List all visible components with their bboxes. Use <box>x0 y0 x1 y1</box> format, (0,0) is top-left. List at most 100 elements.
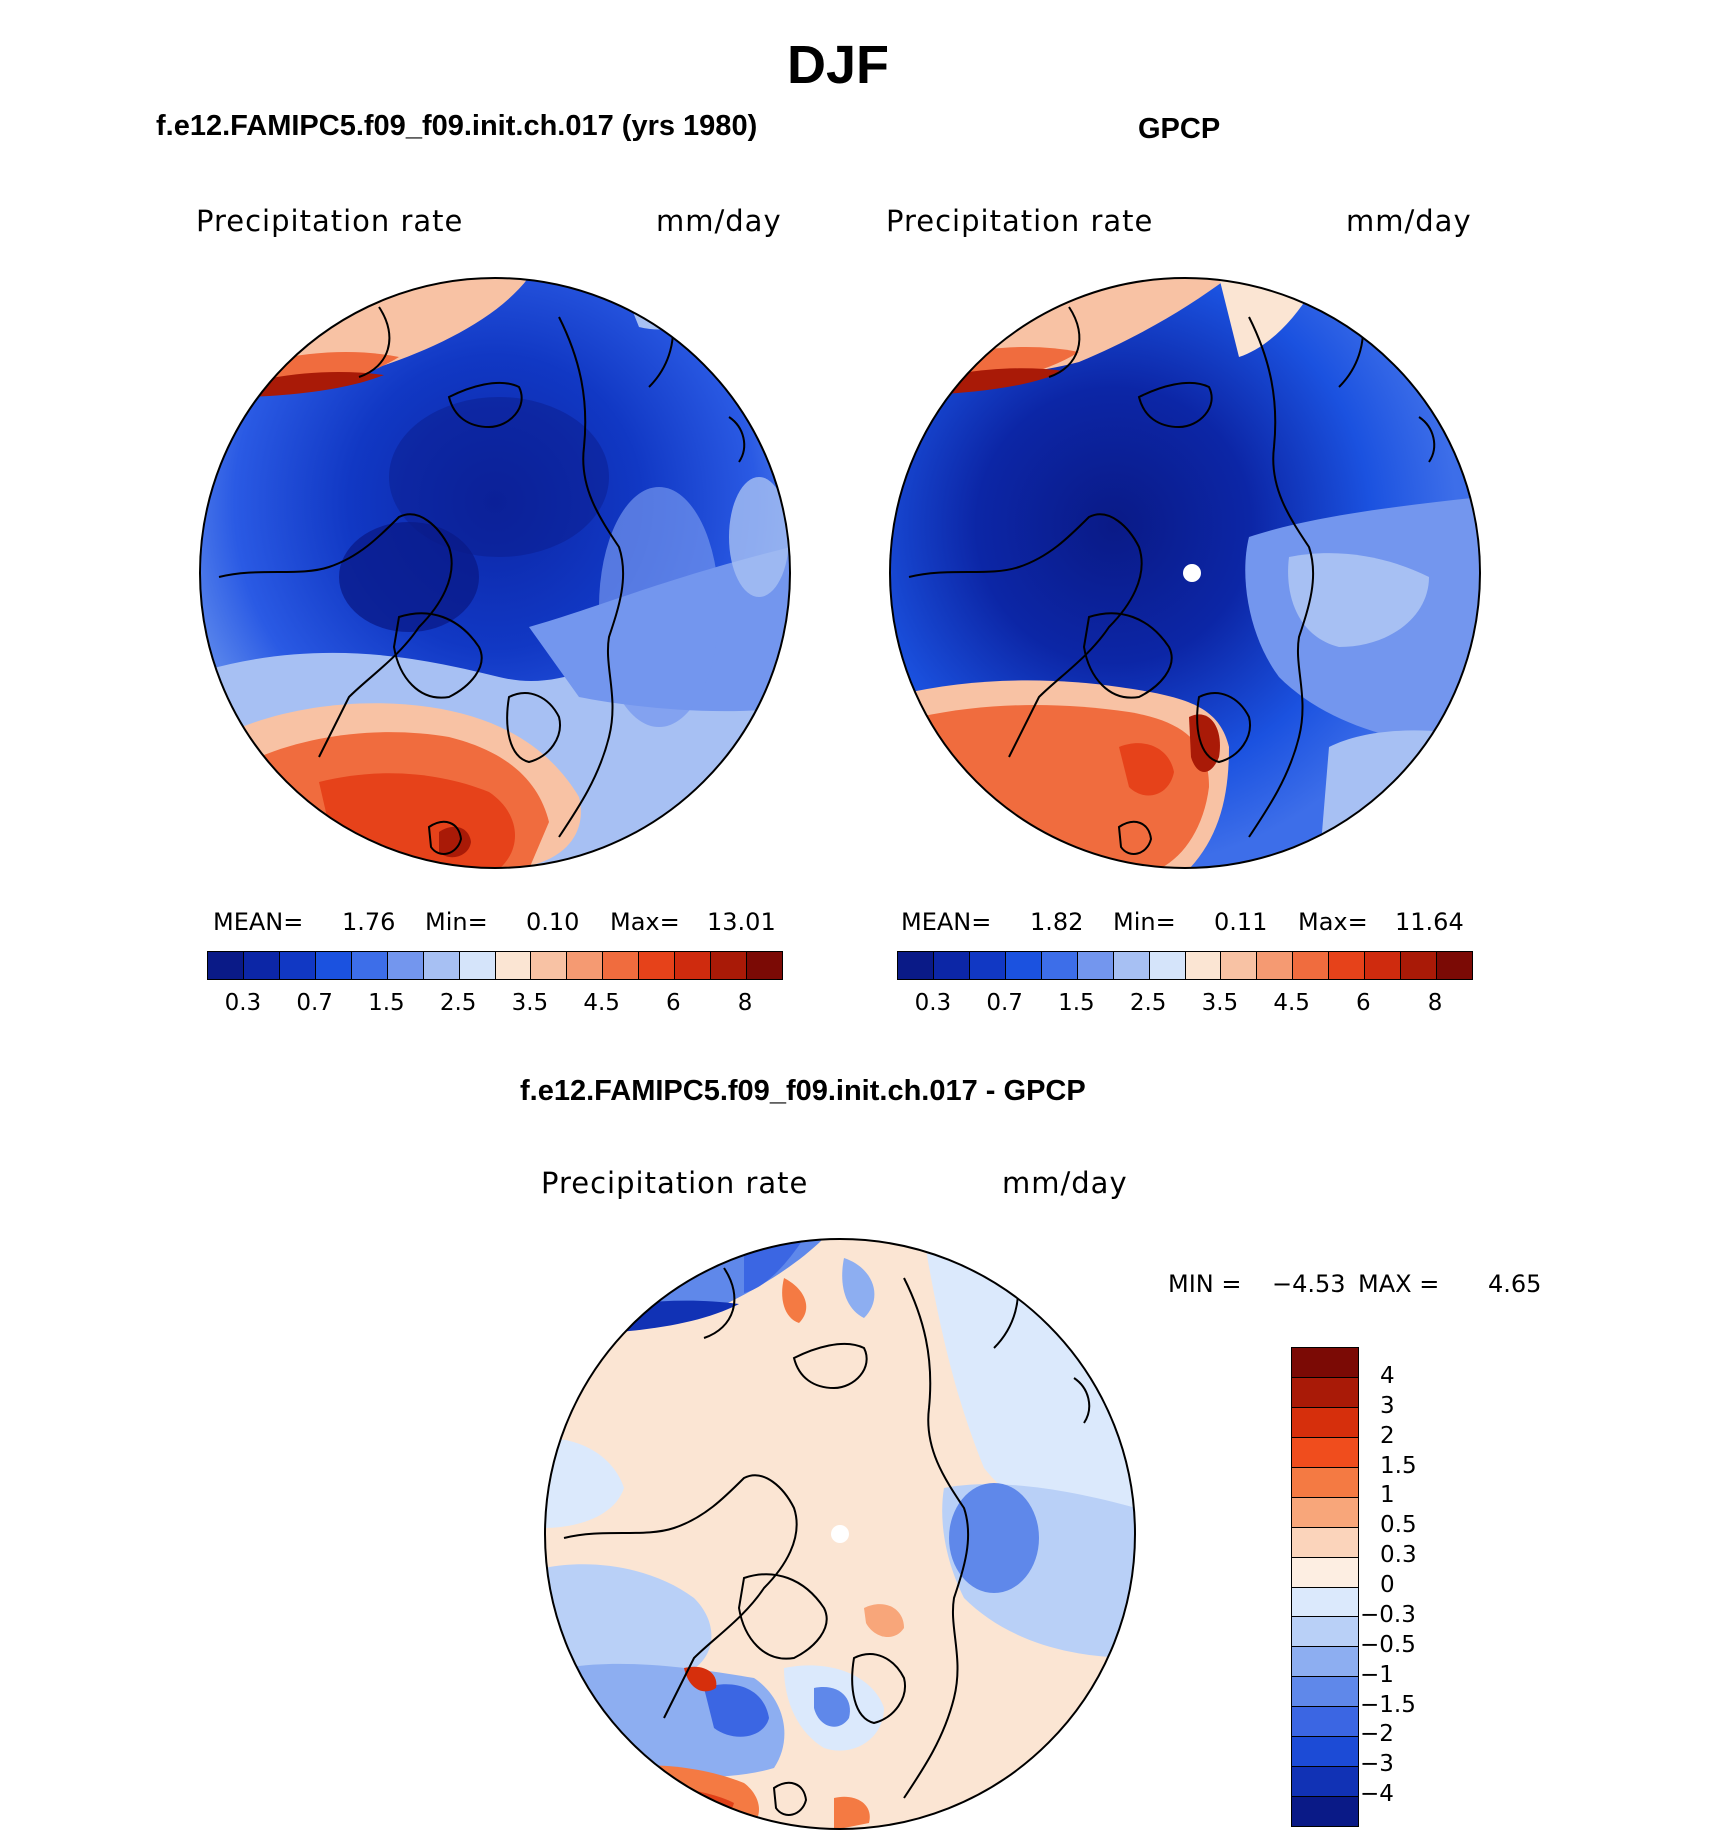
colorbar-obs-swatch <box>898 952 934 979</box>
min-value-model: 0.10 <box>526 908 580 936</box>
colorbar-diff-tick-label: −3 <box>1360 1751 1394 1778</box>
colorbar-obs-swatch <box>1257 952 1294 979</box>
min-label-model: Min= <box>425 908 488 936</box>
colorbar-model-swatch <box>315 952 352 979</box>
min-label-diff: MIN = <box>1168 1270 1242 1298</box>
colorbar-diff-tick-label: 2 <box>1380 1422 1395 1449</box>
colorbar-obs-tick-label: 3.5 <box>1201 990 1239 1016</box>
colorbar-diff-tick-label: −0.3 <box>1360 1601 1416 1628</box>
colorbar-diff-tick-label: 3 <box>1380 1392 1395 1419</box>
min-label-obs: Min= <box>1113 908 1176 936</box>
colorbar-diff-swatch <box>1292 1647 1358 1678</box>
panel-title-model: f.e12.FAMIPC5.f09_f09.init.ch.017 (yrs 1… <box>156 110 758 142</box>
colorbar-diff-swatch <box>1292 1617 1358 1648</box>
colorbar-diff-swatch <box>1292 1497 1358 1528</box>
colorbar-model-swatch <box>603 952 640 979</box>
units-label-obs: mm/day <box>1346 204 1472 238</box>
max-value-obs: 11.64 <box>1395 908 1464 936</box>
colorbar-diff-tick-label: 1.5 <box>1380 1452 1417 1479</box>
colorbar-model-tick-label: 8 <box>737 990 753 1016</box>
mean-label-model: MEAN= <box>213 908 304 936</box>
colorbar-diff-tick-label: 0.3 <box>1380 1542 1417 1569</box>
colorbar-diff-swatch <box>1292 1677 1358 1708</box>
panel-title-diff: f.e12.FAMIPC5.f09_f09.init.ch.017 - GPCP <box>520 1075 1086 1107</box>
colorbar-obs-swatch <box>1293 952 1330 979</box>
colorbar-model-swatch <box>495 952 532 979</box>
colorbar-diff <box>1291 1347 1359 1827</box>
colorbar-obs-tick-label: 0.3 <box>914 990 952 1016</box>
colorbar-diff-tick-label: 0.5 <box>1380 1512 1417 1539</box>
panel-title-obs: GPCP <box>1138 113 1221 145</box>
colorbar-model-swatch <box>208 952 244 979</box>
colorbar-model-swatch <box>747 952 782 979</box>
colorbar-model-tick-label: 4.5 <box>583 990 620 1016</box>
colorbar-obs-tick-label: 1.5 <box>1058 990 1095 1016</box>
colorbar-model-tick-label: 0.3 <box>224 990 262 1016</box>
colorbar-diff-tick-label: −4 <box>1360 1781 1394 1808</box>
colorbar-obs-swatch <box>1437 952 1472 979</box>
polar-map-obs <box>889 277 1481 869</box>
colorbar-obs-tick-label: 4.5 <box>1273 990 1310 1016</box>
colorbar-model-tick-label: 0.7 <box>296 990 333 1016</box>
colorbar-obs-swatch <box>1401 952 1438 979</box>
variable-label-diff: Precipitation rate <box>541 1166 809 1200</box>
colorbar-model-swatch <box>531 952 568 979</box>
max-label-diff: MAX = <box>1358 1270 1440 1298</box>
colorbar-diff-swatch <box>1292 1737 1358 1768</box>
colorbar-model-tick-label: 3.5 <box>511 990 549 1016</box>
colorbar-obs-tick-label: 2.5 <box>1129 990 1167 1016</box>
variable-label-model: Precipitation rate <box>196 204 464 238</box>
colorbar-model-swatch <box>387 952 424 979</box>
max-value-model: 13.01 <box>707 908 776 936</box>
colorbar-obs-tick-label: 0.7 <box>986 990 1023 1016</box>
variable-label-obs: Precipitation rate <box>886 204 1154 238</box>
colorbar-diff-swatch <box>1292 1467 1358 1498</box>
colorbar-ticks-model: 0.3 0.7 1.5 2.5 3.5 4.5 6 8 <box>207 990 781 1020</box>
colorbar-model-tick-label: 2.5 <box>439 990 477 1016</box>
figure-title: DJF <box>786 35 889 95</box>
colorbar-obs-swatch <box>1185 952 1222 979</box>
colorbar-diff-tick-label: 0 <box>1380 1572 1395 1598</box>
colorbar-obs-swatch <box>1221 952 1258 979</box>
colorbar-diff-tick-label: −2 <box>1360 1721 1394 1748</box>
colorbar-obs-swatch <box>1113 952 1150 979</box>
colorbar-diff-swatch <box>1292 1587 1358 1618</box>
colorbar-diff-tick-label: −1.5 <box>1360 1691 1416 1718</box>
colorbar-model-swatch <box>639 952 676 979</box>
colorbar-model-swatch <box>351 952 388 979</box>
colorbar-obs-tick-label: 6 <box>1356 990 1371 1016</box>
colorbar-model-swatch <box>459 952 496 979</box>
colorbar-diff-tick-label: −1 <box>1360 1661 1394 1688</box>
polar-map-model <box>199 277 791 869</box>
colorbar-obs-swatch <box>1005 952 1042 979</box>
colorbar-ticks-diff: 4 3 2 1.5 1 0.5 0.3 0 −0.3 −0.5 −1 −1.5 −2 −3 −4 <box>1360 1347 1456 1825</box>
colorbar-obs-swatch <box>969 952 1006 979</box>
colorbar-diff-tick-label: −0.5 <box>1360 1631 1416 1658</box>
mean-label-obs: MEAN= <box>901 908 992 936</box>
mean-value-model: 1.76 <box>342 908 396 936</box>
colorbar-model-swatch <box>675 952 712 979</box>
colorbar-ticks-obs: 0.3 0.7 1.5 2.5 3.5 4.5 6 8 <box>897 990 1471 1020</box>
colorbar-diff-swatch <box>1292 1557 1358 1588</box>
colorbar-diff-swatch <box>1292 1437 1358 1468</box>
colorbar-diff-tick-label: 4 <box>1380 1362 1395 1389</box>
colorbar-model-tick-label: 6 <box>666 990 681 1016</box>
colorbar-diff-swatch <box>1292 1707 1358 1738</box>
colorbar-obs-swatch <box>1329 952 1366 979</box>
colorbar-model-tick-label: 1.5 <box>368 990 405 1016</box>
colorbar-obs-swatch <box>1077 952 1114 979</box>
colorbar-diff-swatch <box>1292 1377 1358 1408</box>
colorbar-diff-tick-label: 1 <box>1380 1482 1395 1509</box>
mean-value-obs: 1.82 <box>1030 908 1084 936</box>
min-value-obs: 0.11 <box>1214 908 1268 936</box>
colorbar-model-swatch <box>567 952 604 979</box>
colorbar-model-swatch <box>243 952 280 979</box>
colorbar-diff-swatch <box>1292 1527 1358 1558</box>
units-label-model: mm/day <box>656 204 782 238</box>
colorbar-diff-swatch <box>1292 1407 1358 1438</box>
polar-map-diff <box>544 1238 1136 1830</box>
colorbar-obs-swatch <box>933 952 970 979</box>
colorbar-obs-swatch <box>1149 952 1186 979</box>
colorbar-diff-swatch <box>1292 1767 1358 1798</box>
colorbar-model-swatch <box>711 952 748 979</box>
